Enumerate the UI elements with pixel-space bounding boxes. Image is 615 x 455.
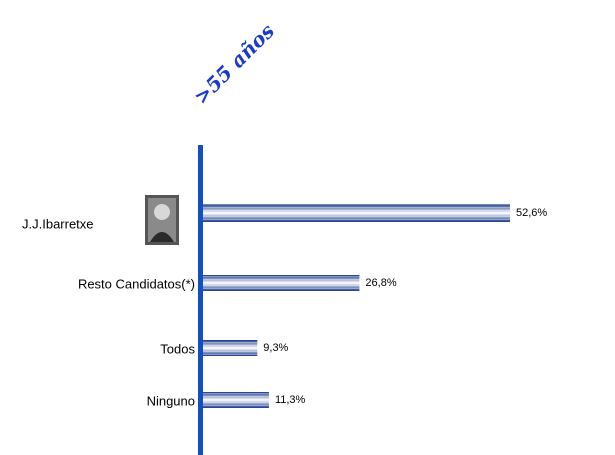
value-label: 26,8% <box>365 277 396 289</box>
bar-stripes <box>203 392 269 408</box>
axis-line <box>198 145 203 455</box>
bar-stripes <box>203 204 510 222</box>
value-label: 9,3% <box>263 342 288 354</box>
category-label: Todos <box>160 341 195 356</box>
bar-stripes <box>203 275 360 291</box>
chart-title: >55 años <box>189 19 279 109</box>
category-label: Ninguno <box>147 393 195 408</box>
value-label: 11,3% <box>275 394 306 406</box>
category-label: Resto Candidatos(*) <box>78 276 195 291</box>
category-label: J.J.Ibarretxe <box>22 216 94 231</box>
value-label: 52,6% <box>516 207 547 219</box>
bar-stripes <box>203 340 258 356</box>
photo <box>145 195 179 245</box>
